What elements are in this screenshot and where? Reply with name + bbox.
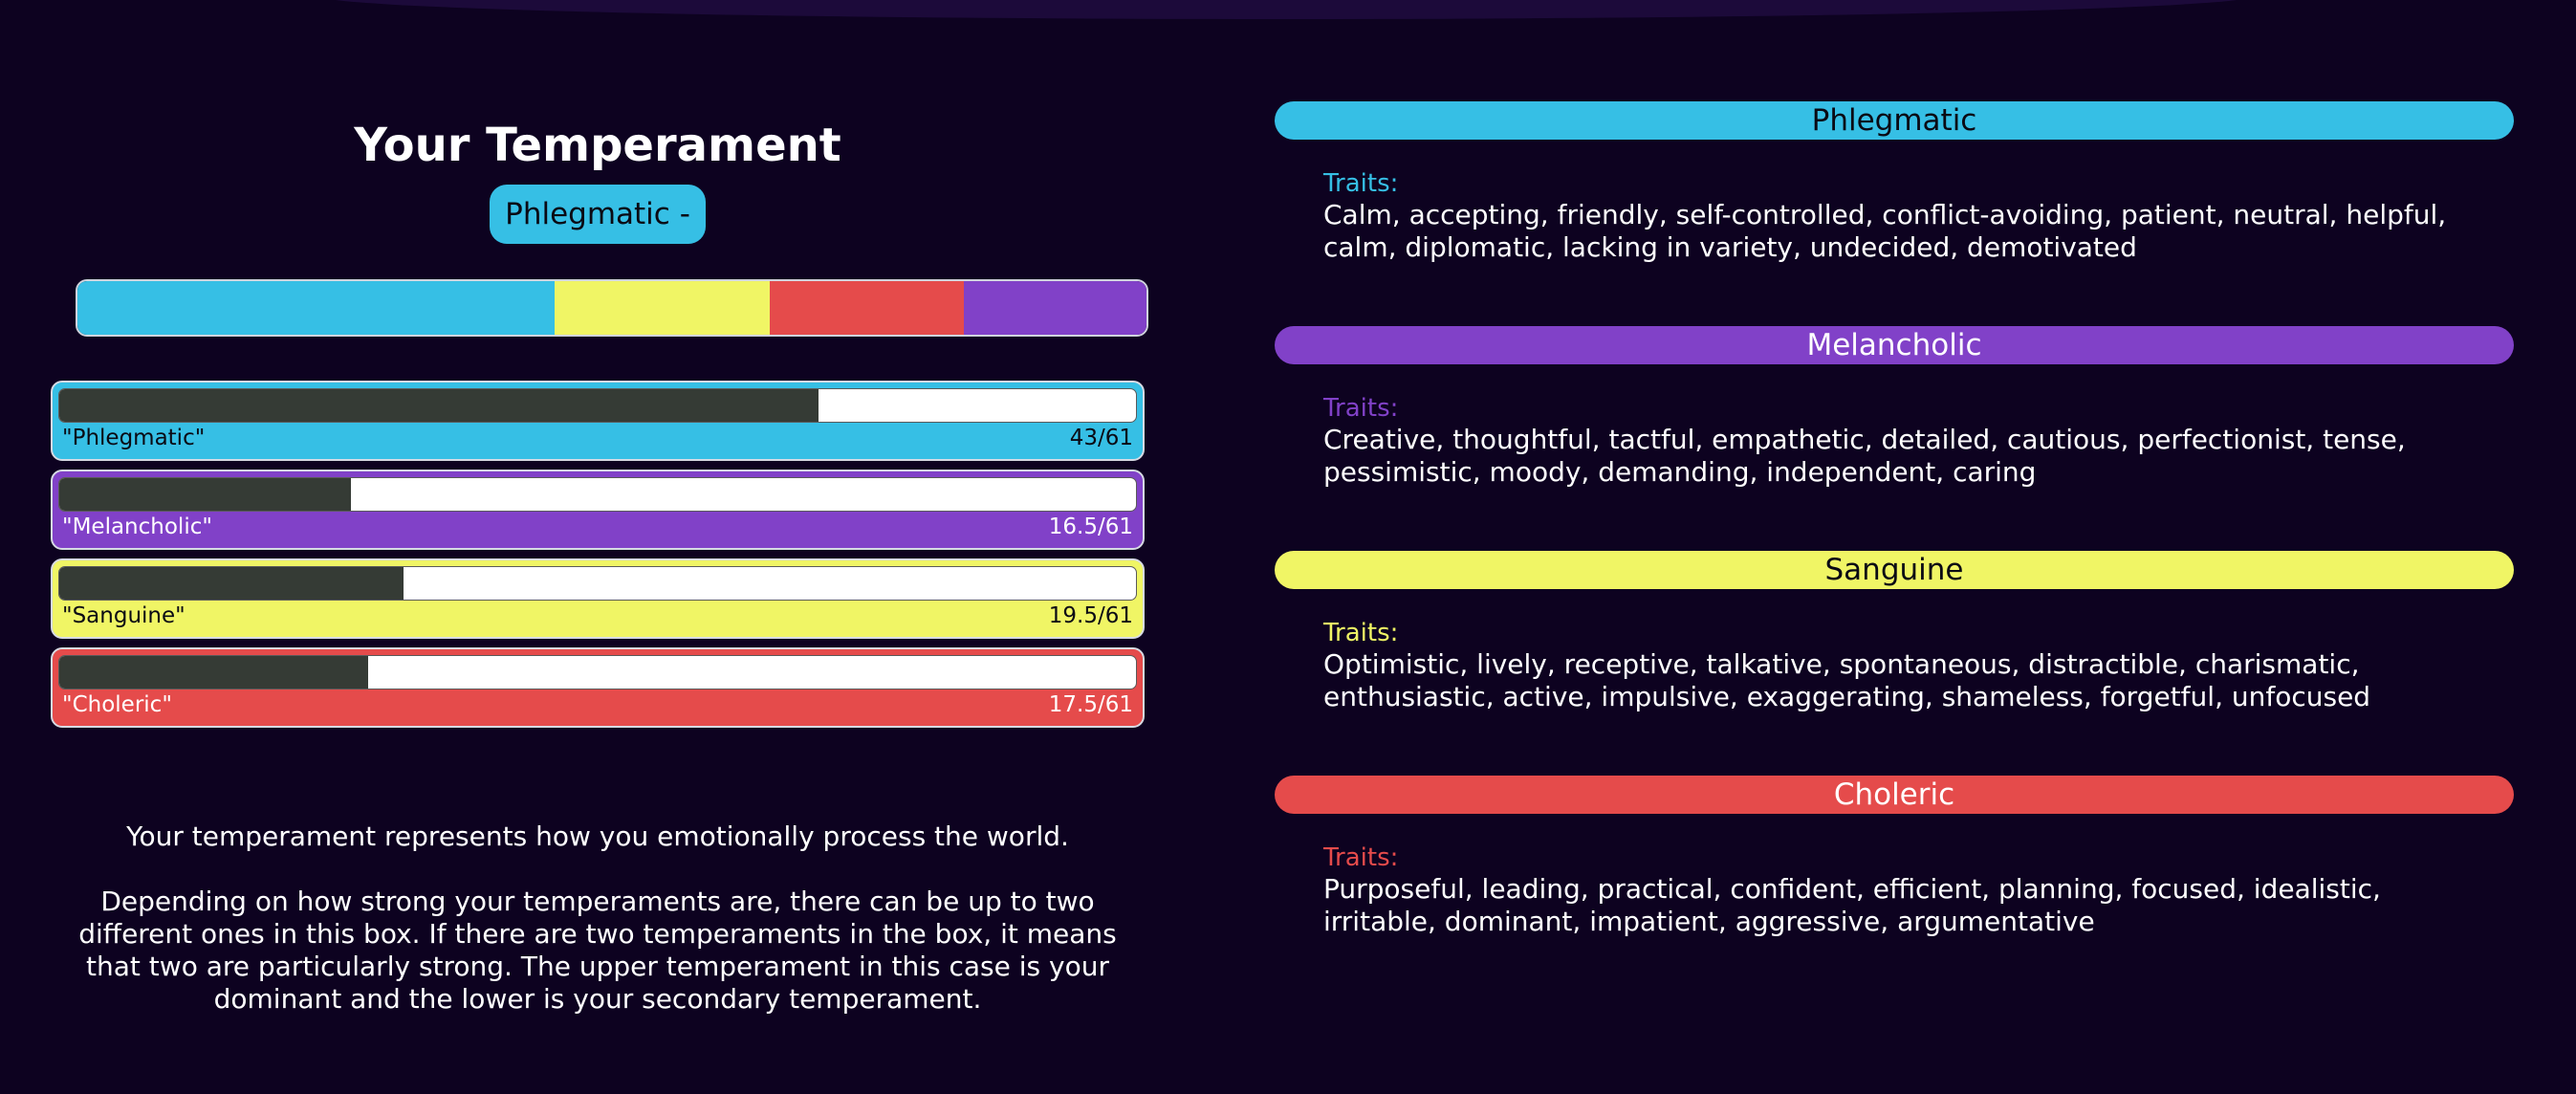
score-track bbox=[58, 655, 1137, 689]
temperament-header: Sanguine bbox=[1275, 551, 2514, 589]
score-value: 43/61 bbox=[1069, 426, 1133, 450]
score-fill bbox=[59, 567, 404, 600]
temperament-distribution-bar bbox=[76, 279, 1148, 337]
score-fill bbox=[59, 656, 369, 689]
temperament-header: Phlegmatic bbox=[1275, 101, 2514, 140]
score-value: 19.5/61 bbox=[1048, 603, 1133, 628]
score-label: "Phlegmatic" bbox=[62, 426, 206, 450]
score-card-choleric: "Choleric" 17.5/61 bbox=[51, 647, 1145, 728]
temperament-header: Choleric bbox=[1275, 776, 2514, 814]
dominant-temperament-badge: Phlegmatic - bbox=[490, 185, 706, 244]
traits-text: Purposeful, leading, practical, confiden… bbox=[1323, 873, 2381, 937]
traits-text: Calm, accepting, friendly, self-controll… bbox=[1323, 199, 2447, 263]
top-glow-decoration bbox=[316, 0, 2257, 19]
page-title: Your Temperament bbox=[354, 119, 841, 172]
traits-label: Traits: bbox=[1323, 169, 1399, 198]
score-list: "Phlegmatic" 43/61 "Melancholic" 16.5/61… bbox=[51, 381, 1145, 736]
score-track bbox=[58, 388, 1137, 423]
score-track bbox=[58, 477, 1137, 512]
distribution-segment-melancholic bbox=[963, 281, 1146, 335]
traits-label: Traits: bbox=[1323, 843, 1399, 872]
distribution-segment-sanguine bbox=[554, 281, 771, 335]
temperament-block-phlegmatic: Phlegmatic Traits: Calm, accepting, frie… bbox=[1275, 101, 2514, 264]
score-fill bbox=[59, 478, 351, 511]
temperament-description: Your temperament represents how you emot… bbox=[48, 820, 1147, 1048]
temperament-block-choleric: Choleric Traits: Purposeful, leading, pr… bbox=[1275, 776, 2514, 938]
traits-label: Traits: bbox=[1323, 394, 1399, 423]
score-label: "Choleric" bbox=[62, 692, 172, 717]
score-card-sanguine: "Sanguine" 19.5/61 bbox=[51, 558, 1145, 639]
score-fill bbox=[59, 389, 819, 422]
temperament-block-melancholic: Melancholic Traits: Creative, thoughtful… bbox=[1275, 326, 2514, 489]
score-card-phlegmatic: "Phlegmatic" 43/61 bbox=[51, 381, 1145, 461]
badge-wrap: Phlegmatic - bbox=[48, 185, 1147, 244]
traits-text: Creative, thoughtful, tactful, empatheti… bbox=[1323, 424, 2406, 488]
traits-label: Traits: bbox=[1323, 619, 1399, 647]
score-track bbox=[58, 566, 1137, 601]
distribution-segment-phlegmatic bbox=[77, 281, 555, 335]
traits-text: Optimistic, lively, receptive, talkative… bbox=[1323, 648, 2371, 712]
description-detail: Depending on how strong your temperament… bbox=[78, 886, 1117, 1015]
distribution-segment-choleric bbox=[770, 281, 964, 335]
score-value: 17.5/61 bbox=[1048, 692, 1133, 717]
score-value: 16.5/61 bbox=[1048, 514, 1133, 539]
score-label: "Melancholic" bbox=[62, 514, 212, 539]
score-label: "Sanguine" bbox=[62, 603, 186, 628]
description-intro: Your temperament represents how you emot… bbox=[126, 820, 1069, 852]
score-card-melancholic: "Melancholic" 16.5/61 bbox=[51, 470, 1145, 550]
temperament-header: Melancholic bbox=[1275, 326, 2514, 364]
temperament-block-sanguine: Sanguine Traits: Optimistic, lively, rec… bbox=[1275, 551, 2514, 713]
